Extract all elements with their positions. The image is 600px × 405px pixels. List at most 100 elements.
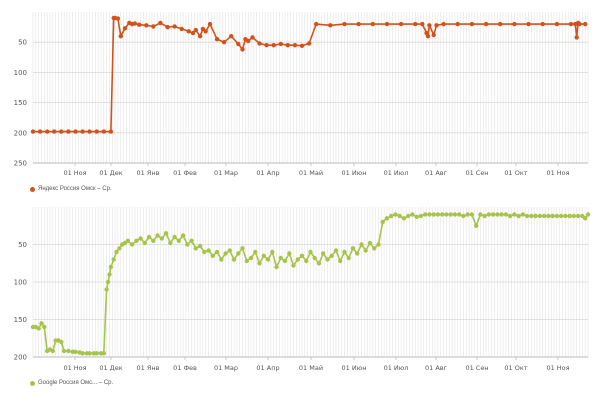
data-point xyxy=(308,249,313,255)
data-point xyxy=(37,129,43,134)
data-point xyxy=(278,255,283,261)
data-point xyxy=(73,349,78,354)
data-point xyxy=(427,212,432,217)
data-point xyxy=(441,21,446,27)
data-point xyxy=(105,279,111,285)
data-point xyxy=(176,238,181,243)
data-point xyxy=(66,129,71,134)
data-point xyxy=(87,351,92,356)
x-tick-label: 01 Апр xyxy=(256,169,279,177)
data-point xyxy=(206,248,211,253)
data-point xyxy=(257,261,262,266)
x-tick-label: 01 Авг xyxy=(425,364,448,372)
data-point xyxy=(197,34,203,39)
x-tick-label: 01 Фев xyxy=(173,364,197,372)
data-point xyxy=(246,38,251,44)
data-point xyxy=(384,216,390,221)
data-point xyxy=(108,129,114,134)
x-tick-label: 01 Мар xyxy=(214,364,238,372)
chart-1: 50 100 150 200 01 Ноя 01 Дек 01 Янв 01 Фев 01 Ма… xyxy=(14,207,591,372)
data-point xyxy=(304,258,309,264)
y-tick-label: 150 xyxy=(14,316,27,324)
data-point xyxy=(210,253,215,258)
data-point xyxy=(465,212,470,217)
data-point xyxy=(469,212,475,217)
data-point xyxy=(512,212,517,217)
data-point xyxy=(346,255,351,261)
x-tick-label: 01 Дек xyxy=(99,169,122,177)
data-point xyxy=(312,255,317,261)
y-tick-label: 150 xyxy=(14,99,27,107)
data-point xyxy=(287,251,292,256)
data-point xyxy=(503,212,509,217)
x-tick-label: 01 Янв xyxy=(137,169,160,177)
legend-yandex[interactable]: Яндекс Россия Омск – Ср. xyxy=(30,186,112,193)
legend-label-yandex: Яндекс Россия Омск – Ср. xyxy=(38,186,112,192)
data-point xyxy=(271,43,276,48)
x-tick-label: 01 Дек xyxy=(99,364,122,372)
data-point xyxy=(59,129,64,134)
data-point xyxy=(265,257,271,262)
data-point xyxy=(214,37,220,42)
data-point xyxy=(507,213,513,219)
data-point xyxy=(393,212,398,217)
y-tick-label: 50 xyxy=(18,39,27,47)
data-point xyxy=(520,212,526,217)
data-point xyxy=(558,213,564,219)
data-point xyxy=(568,21,574,27)
data-point xyxy=(203,29,208,34)
data-point xyxy=(250,35,255,40)
data-point xyxy=(227,248,232,253)
y-tick-label: 200 xyxy=(14,129,27,137)
legend-google[interactable]: Google Россия Омс... – Ср. xyxy=(30,380,113,387)
x-tick-label: 01 Май xyxy=(299,364,323,372)
data-point xyxy=(189,238,194,243)
data-point xyxy=(384,21,390,27)
data-point xyxy=(248,255,254,261)
data-point xyxy=(299,43,305,48)
data-point xyxy=(155,233,160,238)
data-point xyxy=(118,34,124,39)
y-tick-label: 100 xyxy=(14,279,27,287)
data-point xyxy=(221,40,227,45)
data-point xyxy=(482,213,487,219)
data-point xyxy=(185,242,190,247)
data-point xyxy=(261,253,266,258)
x-tick-label: 01 Авг xyxy=(425,169,448,177)
data-point xyxy=(151,238,156,243)
data-point xyxy=(52,129,57,134)
x-tick-label: 01 Июл xyxy=(384,169,409,177)
data-point xyxy=(533,213,538,219)
data-point xyxy=(138,236,143,241)
data-point xyxy=(567,213,572,219)
data-point xyxy=(356,21,361,27)
data-point xyxy=(285,43,290,48)
data-point xyxy=(355,251,360,256)
x-tick-label: 01 Янв xyxy=(137,364,160,372)
data-point xyxy=(165,24,170,30)
data-point xyxy=(414,214,419,219)
data-point xyxy=(168,240,173,246)
data-point xyxy=(101,351,107,356)
x-tick-label: 01 Июл xyxy=(384,364,409,372)
data-point xyxy=(108,264,114,270)
data-point xyxy=(333,248,339,253)
data-point xyxy=(306,41,312,46)
legend-dot-yandex xyxy=(30,186,35,192)
data-point xyxy=(425,34,431,39)
vertical-grid-0 xyxy=(32,12,589,163)
data-point xyxy=(550,213,555,219)
data-point xyxy=(526,21,531,27)
data-point xyxy=(401,216,407,221)
data-point xyxy=(314,21,319,27)
data-point xyxy=(389,213,394,219)
data-point xyxy=(413,21,418,27)
data-point xyxy=(142,240,147,246)
x-tick-label: 01 Апр xyxy=(256,364,279,372)
data-point xyxy=(214,249,220,255)
x-tick-label: 01 Окт xyxy=(504,364,527,372)
data-point xyxy=(257,41,262,46)
data-point xyxy=(94,129,99,134)
data-point xyxy=(321,251,326,256)
data-point xyxy=(42,324,47,330)
